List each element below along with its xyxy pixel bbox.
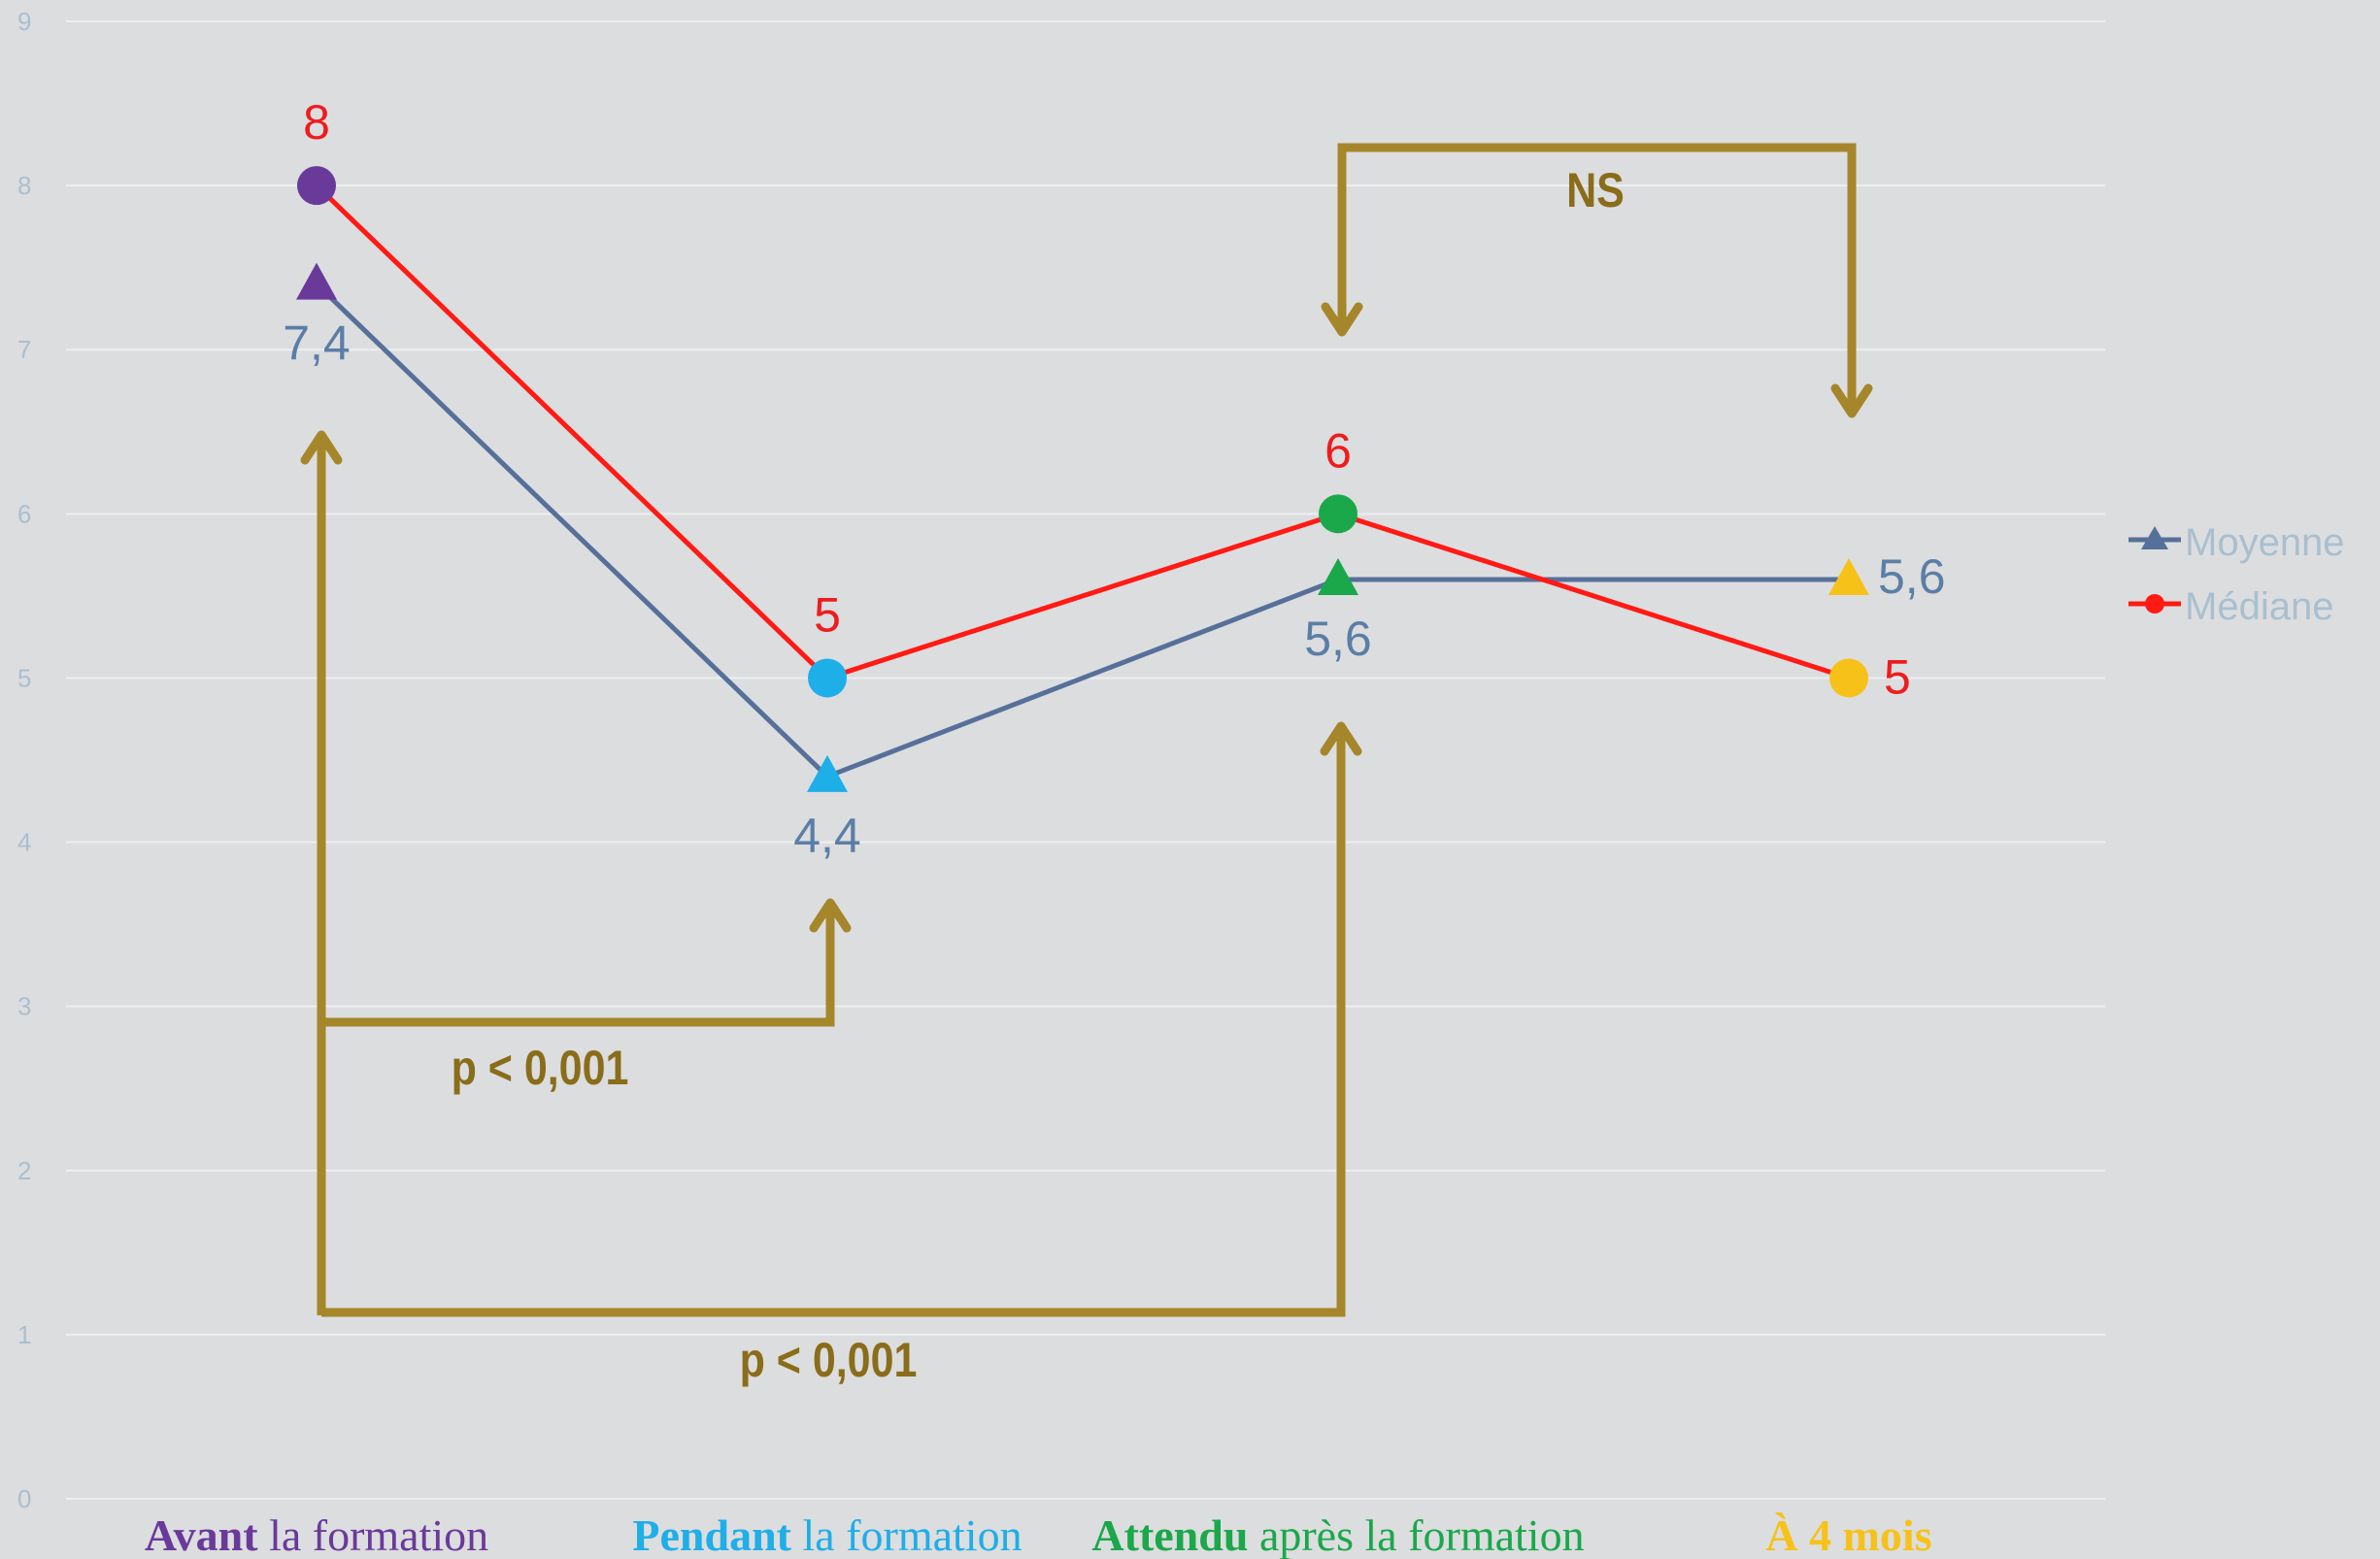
median-point [297,166,336,206]
mean-point [1828,557,1869,595]
bracket-avant-attendu [321,726,1346,1317]
y-tick-label: 2 [17,1156,31,1185]
mean-point [296,262,337,300]
y-tick-label: 6 [17,499,31,528]
arrowhead-icon [1830,383,1873,418]
mean-point [1318,557,1358,595]
y-tick-label: 9 [17,7,31,36]
x-axis-label: À 4 mois [1765,1510,1931,1559]
bracket-avant-pendant [321,903,835,1027]
significance-arrows [300,143,1873,1317]
significance-labels: p < 0,001 p < 0,001 NS [452,163,1625,1387]
y-tick-label: 3 [17,992,31,1021]
mean-data-label: 5,6 [1878,549,1946,604]
y-tick-label: 0 [17,1484,31,1513]
series-line-médiane [315,183,1850,680]
arrowhead-icon [1320,721,1362,756]
median-data-label: 5 [814,587,841,642]
y-tick-label: 7 [17,335,31,364]
data-markers [296,166,1869,792]
x-axis-label: Attendu après la formation [1091,1510,1584,1559]
bracket-ns [1337,143,1857,410]
x-axis-label-rest: la formation [791,1510,1022,1559]
y-axis-ticks: 0 1 2 3 4 5 6 7 8 9 [17,7,31,1513]
series-line-moyenne [315,282,1849,780]
x-axis-label-bold: Avant [145,1510,258,1559]
significance-label: p < 0,001 [740,1333,918,1387]
median-data-label: 8 [303,95,330,149]
legend-triangle-icon [2141,526,2168,549]
median-point [808,658,847,698]
significance-label: NS [1566,163,1625,217]
x-axis-label-bold: Pendant [632,1510,791,1559]
x-axis-label: Pendant la formation [632,1510,1022,1559]
x-axis-label-bold: À 4 mois [1765,1510,1931,1559]
legend-label: Moyenne [2185,521,2345,564]
median-point [1319,494,1358,534]
x-axis-label-rest: la formation [258,1510,489,1559]
median-point [1829,658,1868,698]
mean-point [807,754,848,792]
x-axis-label: Avant la formation [145,1510,488,1559]
arrowhead-icon [300,430,343,465]
x-axis-label-rest: après la formation [1248,1510,1584,1559]
y-tick-label: 5 [17,663,31,692]
data-labels: 7,4 4,4 5,6 5,6 8 5 6 5 [283,95,1945,863]
mean-data-label: 4,4 [793,809,861,863]
y-tick-label: 4 [17,828,31,857]
x-axis-labels: Avant la formation Pendant la formation At… [145,1510,1932,1559]
mean-data-label: 7,4 [283,316,351,371]
significance-label: p < 0,001 [452,1041,629,1095]
legend: Moyenne Médiane [2129,521,2345,628]
series-lines [315,183,1850,780]
y-tick-label: 8 [17,171,31,200]
arrowhead-icon [1321,302,1363,337]
y-tick-label: 1 [17,1320,31,1349]
legend-label: Médiane [2185,585,2333,628]
mean-data-label: 5,6 [1304,612,1372,666]
arrowhead-icon [809,898,852,933]
median-data-label: 5 [1884,649,1911,704]
x-axis-label-bold: Attendu [1091,1510,1248,1559]
median-data-label: 6 [1324,423,1352,478]
legend-circle-icon [2145,594,2164,614]
